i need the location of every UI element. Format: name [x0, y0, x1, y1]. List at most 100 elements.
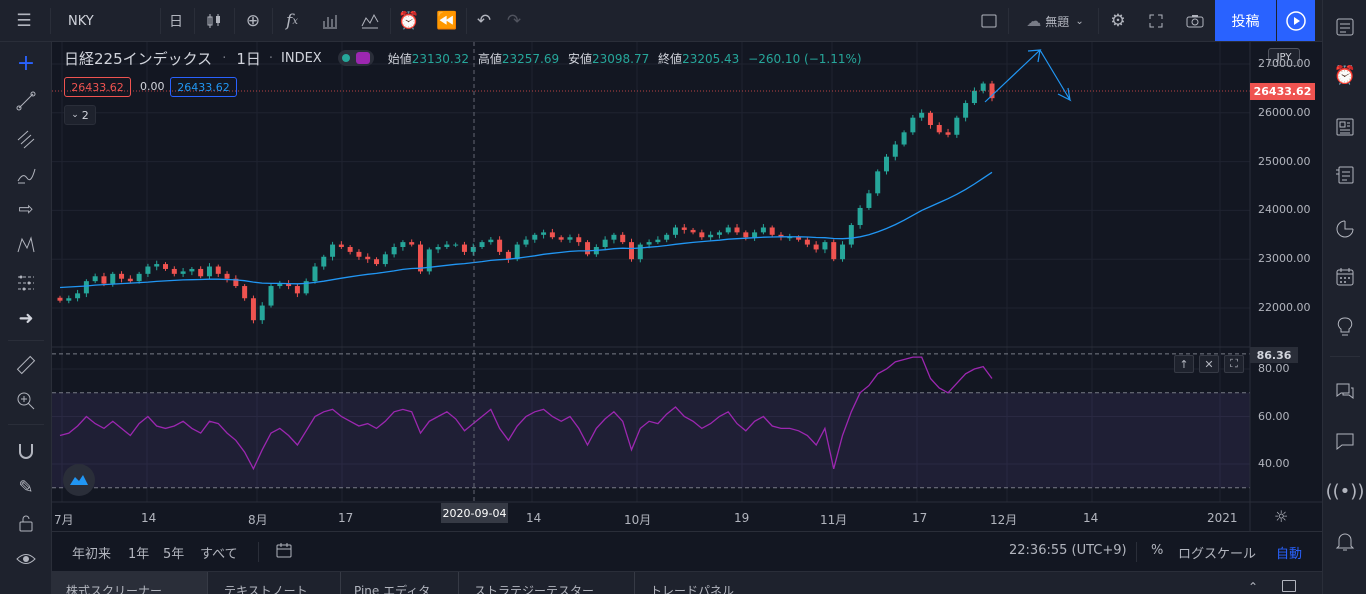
alarm-clock-icon[interactable]: ⏰ — [1333, 64, 1357, 86]
range-ytd-button[interactable]: 年初来 — [72, 547, 112, 562]
layout-name-button[interactable]: ☁ 無題 ⌄ — [1014, 6, 1096, 36]
hotlist-icon[interactable] — [1330, 214, 1360, 244]
candle-body — [171, 268, 177, 274]
pitchfork-icon[interactable] — [8, 124, 44, 154]
data-window-icon[interactable] — [1330, 160, 1360, 190]
menu-icon[interactable]: ☰ — [16, 11, 32, 31]
interval-icon[interactable]: 日 — [169, 14, 183, 30]
candle-body — [831, 242, 837, 260]
layout-icon[interactable] — [975, 6, 1003, 36]
trend-line-icon[interactable] — [8, 86, 44, 116]
camera-icon[interactable] — [1180, 6, 1210, 36]
chat-icon[interactable] — [1330, 376, 1360, 406]
range-all-button[interactable]: すべて — [200, 547, 238, 562]
close-pane-icon[interactable]: ✕ — [1199, 355, 1219, 373]
magnet-icon[interactable] — [8, 436, 44, 466]
news-icon[interactable] — [1330, 112, 1360, 142]
tab-strategy-tester[interactable]: ストラテジーテスター — [474, 584, 595, 594]
indicator-count: 2 — [81, 108, 89, 122]
buy-button[interactable]: 26433.62 — [170, 77, 237, 97]
tab-trading-panel[interactable]: トレードパネル — [650, 584, 735, 594]
low-value: 23098.77 — [591, 51, 650, 66]
candle-body — [672, 227, 678, 235]
tab-stock-screener[interactable]: 株式スクリーナー — [66, 584, 163, 594]
auto-scale-button[interactable]: 自動 — [1276, 547, 1303, 562]
maximize-panel-icon[interactable] — [1282, 580, 1296, 592]
candle-body — [259, 305, 265, 321]
candle-body — [813, 244, 819, 250]
templates-icon[interactable] — [354, 6, 386, 36]
currency-badge[interactable]: JPY — [1268, 48, 1300, 66]
bottom-separator — [258, 542, 259, 562]
symbol-title[interactable]: 日経225インデックス — [64, 49, 213, 68]
price-tick-label: 27000.00 — [1258, 57, 1311, 70]
time-tick-label: 14 — [141, 511, 157, 525]
tab-text-notes[interactable]: テキストノート — [224, 584, 308, 594]
time-axis-settings-icon[interactable]: ☼ — [1274, 507, 1289, 526]
candle-body — [725, 227, 731, 233]
tab-pine-editor[interactable]: Pine エディタ — [354, 584, 431, 594]
clock-timezone[interactable]: 22:36:55 (UTC+9) — [1009, 543, 1127, 558]
date-range-icon[interactable] — [275, 541, 293, 563]
candle-body — [637, 244, 643, 260]
buy-price: 26433.62 — [177, 80, 230, 94]
symbol-search-button[interactable]: NKY — [58, 6, 148, 36]
crosshair-date-label: 2020-09-04 — [441, 503, 508, 523]
replay-icon[interactable]: ⏪ — [436, 11, 458, 31]
lock-icon[interactable] — [8, 508, 44, 538]
messages-icon[interactable] — [1330, 426, 1360, 456]
maximize-pane-icon[interactable]: ⛶ — [1224, 355, 1244, 373]
range-5y-button[interactable]: 5年 — [163, 547, 185, 562]
ideas-lightbulb-icon[interactable] — [1330, 312, 1360, 342]
candle-body — [752, 232, 758, 238]
notification-bell-icon[interactable] — [1330, 526, 1360, 556]
candle-body — [690, 229, 696, 233]
tradingview-logo[interactable] — [63, 464, 95, 496]
price-chart[interactable] — [52, 42, 1322, 531]
calendar-icon[interactable] — [1330, 262, 1360, 292]
brush-icon[interactable] — [8, 160, 44, 190]
ruler-icon[interactable] — [8, 350, 44, 380]
market-status-toggle[interactable] — [337, 50, 374, 66]
broadcast-icon[interactable]: ((•)) — [1325, 480, 1365, 502]
gear-icon[interactable]: ⚙ — [1110, 11, 1126, 31]
candle-body — [400, 242, 406, 247]
log-scale-button[interactable]: ログスケール — [1178, 547, 1257, 562]
arrow-icon[interactable]: ➜ — [18, 307, 34, 329]
lock-pencil-icon[interactable]: ✎ — [18, 476, 34, 498]
undo-icon[interactable]: ↶ — [476, 11, 492, 31]
move-pane-up-icon[interactable]: ↑ — [1174, 355, 1194, 373]
current-price-label: 26433.62 — [1250, 83, 1315, 100]
fullscreen-icon[interactable] — [1142, 6, 1170, 36]
redo-icon[interactable]: ↷ — [506, 11, 522, 31]
candle-body — [435, 247, 441, 250]
forecast-icon[interactable] — [8, 268, 44, 298]
pattern-icon[interactable] — [8, 230, 44, 260]
play-button[interactable] — [1277, 0, 1315, 41]
publish-button[interactable]: 投稿 — [1215, 0, 1276, 41]
crosshair-icon[interactable]: + — [16, 50, 36, 76]
drawing-toolbar — [0, 42, 52, 594]
watchlist-icon[interactable] — [1330, 12, 1360, 42]
compare-add-icon[interactable]: ⊕ — [245, 11, 261, 31]
arrow-right-icon[interactable]: ⇨ — [18, 198, 34, 220]
chart-legend: 日経225インデックス · 1日 · INDEX 始値23130.32 高値23… — [64, 49, 862, 68]
candle-body — [549, 232, 555, 238]
zoom-in-icon[interactable] — [8, 386, 44, 416]
range-1y-button[interactable]: 1年 — [128, 547, 150, 562]
percent-scale-button[interactable]: % — [1151, 543, 1164, 558]
candle-body — [514, 244, 520, 260]
toolbar-separator — [1098, 8, 1099, 34]
candle-body — [778, 234, 784, 238]
candle-body — [681, 227, 687, 230]
candle-body — [848, 225, 854, 245]
eye-icon[interactable] — [8, 544, 44, 574]
indicators-collapse-button[interactable]: ⌄ 2 — [64, 105, 96, 125]
chevron-up-icon[interactable]: ⌃ — [1248, 580, 1259, 594]
alert-clock-icon[interactable]: ⏰ — [398, 11, 420, 31]
sell-button[interactable]: 26433.62 — [64, 77, 131, 97]
financials-icon[interactable] — [314, 6, 346, 36]
candle-type-icon[interactable] — [198, 6, 230, 36]
tab-separator — [340, 572, 341, 594]
